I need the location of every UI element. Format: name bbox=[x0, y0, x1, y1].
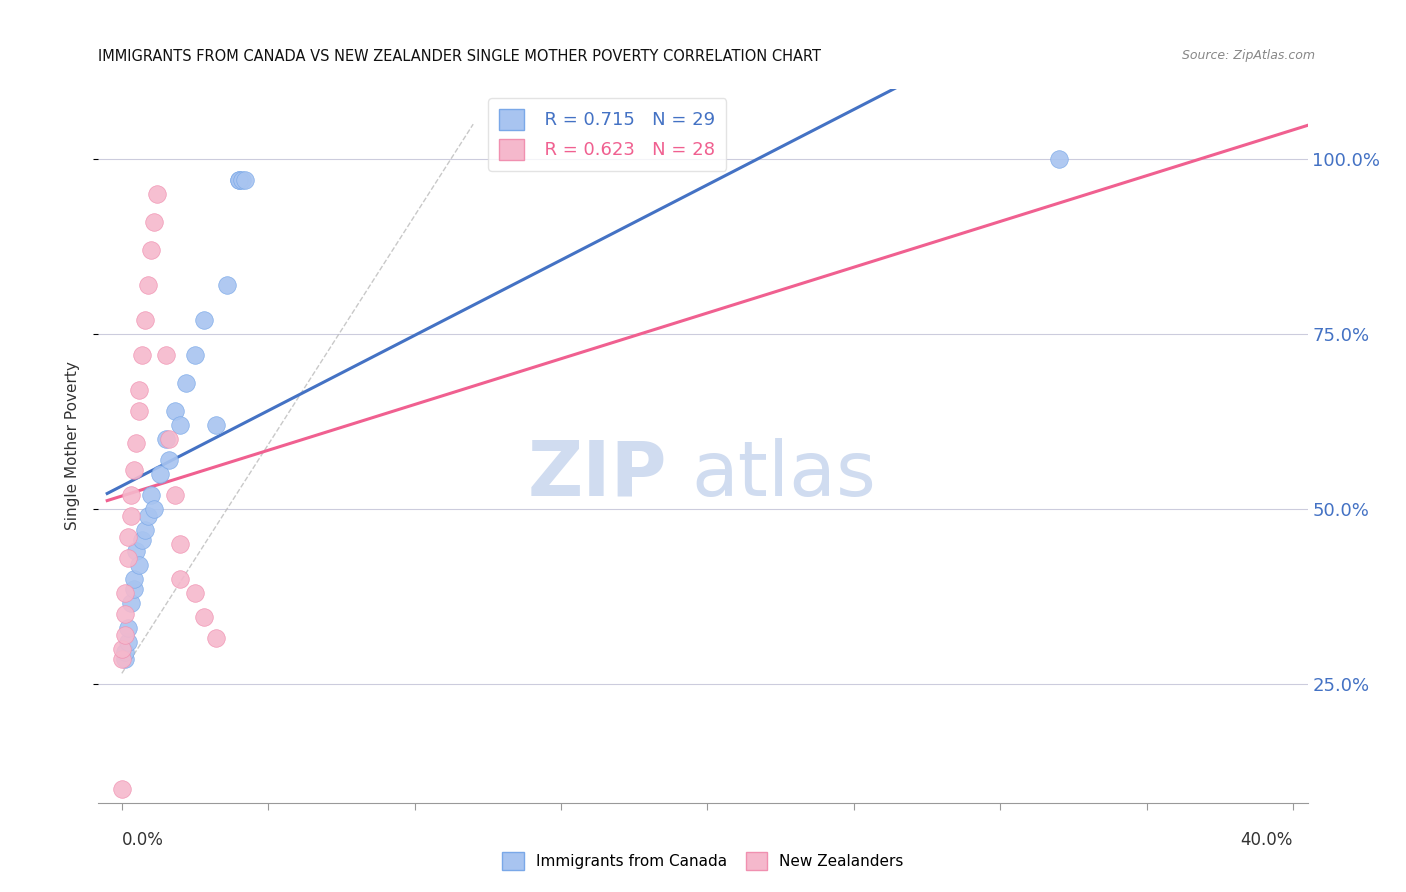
Text: ZIP: ZIP bbox=[527, 438, 666, 511]
Point bbox=[231, 173, 253, 187]
Point bbox=[114, 628, 136, 642]
Point bbox=[169, 572, 191, 586]
Point bbox=[157, 432, 180, 446]
Legend:   R = 0.715   N = 29,   R = 0.623   N = 28: R = 0.715 N = 29, R = 0.623 N = 28 bbox=[488, 98, 727, 170]
Point bbox=[163, 488, 186, 502]
Point bbox=[136, 278, 159, 293]
Point bbox=[114, 652, 136, 666]
Point bbox=[114, 586, 136, 600]
Point bbox=[134, 523, 156, 537]
Point bbox=[143, 502, 166, 516]
Point bbox=[139, 488, 162, 502]
Point bbox=[114, 645, 136, 659]
Point bbox=[169, 417, 191, 432]
Point bbox=[111, 641, 134, 656]
Point bbox=[131, 348, 153, 362]
Y-axis label: Single Mother Poverty: Single Mother Poverty bbox=[65, 361, 80, 531]
Point bbox=[193, 313, 215, 327]
Point bbox=[120, 488, 142, 502]
Point bbox=[111, 781, 134, 796]
Text: 0.0%: 0.0% bbox=[122, 830, 163, 849]
Point bbox=[155, 432, 177, 446]
Point bbox=[131, 533, 153, 548]
Point bbox=[114, 607, 136, 621]
Point bbox=[120, 596, 142, 610]
Text: 40.0%: 40.0% bbox=[1240, 830, 1294, 849]
Text: IMMIGRANTS FROM CANADA VS NEW ZEALANDER SINGLE MOTHER POVERTY CORRELATION CHART: IMMIGRANTS FROM CANADA VS NEW ZEALANDER … bbox=[98, 49, 821, 64]
Point bbox=[146, 187, 169, 202]
Point bbox=[228, 173, 250, 187]
Point bbox=[155, 348, 177, 362]
Point bbox=[157, 453, 180, 467]
Point bbox=[184, 348, 207, 362]
Point bbox=[193, 610, 215, 624]
Point bbox=[128, 404, 150, 418]
Point bbox=[163, 404, 186, 418]
Point bbox=[125, 435, 148, 450]
Point bbox=[117, 530, 139, 544]
Text: atlas: atlas bbox=[690, 438, 876, 511]
Point bbox=[128, 383, 150, 397]
Point bbox=[169, 537, 191, 551]
Point bbox=[122, 572, 145, 586]
Point bbox=[134, 313, 156, 327]
Point bbox=[139, 243, 162, 257]
Point bbox=[117, 621, 139, 635]
Point bbox=[120, 508, 142, 523]
Point bbox=[228, 173, 250, 187]
Point bbox=[122, 463, 145, 477]
Point bbox=[111, 652, 134, 666]
Point bbox=[122, 582, 145, 597]
Point bbox=[1047, 152, 1070, 166]
Point bbox=[117, 550, 139, 565]
Point bbox=[117, 635, 139, 649]
Point bbox=[204, 417, 226, 432]
Point bbox=[149, 467, 172, 481]
Point bbox=[174, 376, 197, 390]
Point bbox=[217, 278, 239, 293]
Legend: Immigrants from Canada, New Zealanders: Immigrants from Canada, New Zealanders bbox=[495, 845, 911, 877]
Text: Source: ZipAtlas.com: Source: ZipAtlas.com bbox=[1181, 49, 1315, 62]
Point bbox=[125, 544, 148, 558]
Point bbox=[143, 215, 166, 229]
Point bbox=[204, 632, 226, 646]
Point bbox=[128, 558, 150, 572]
Point bbox=[136, 508, 159, 523]
Point bbox=[233, 173, 256, 187]
Point bbox=[184, 586, 207, 600]
